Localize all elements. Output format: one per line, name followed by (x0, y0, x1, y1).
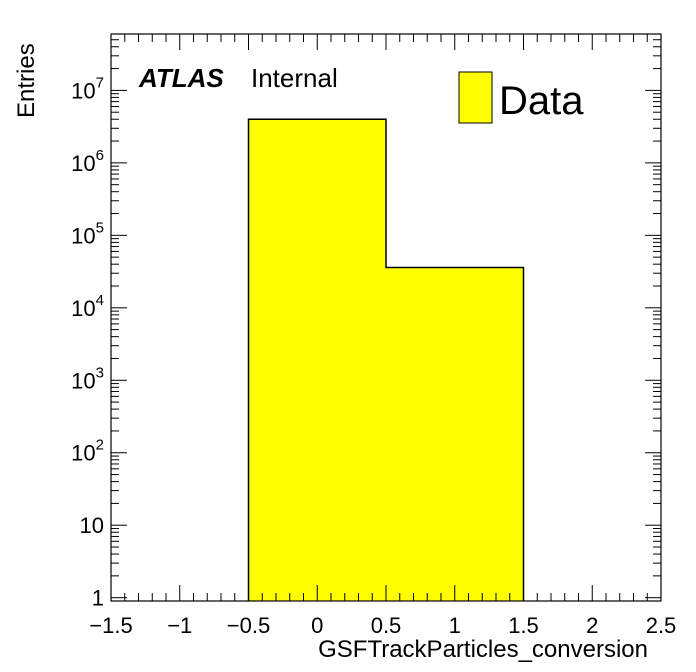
legend-label-data: Data (499, 79, 584, 123)
x-tick-label: 2 (586, 613, 598, 638)
x-tick-label: 1 (449, 613, 461, 638)
x-tick-label: 0 (311, 613, 323, 638)
x-axis-title: GSFTrackParticles_conversion (318, 636, 648, 663)
y-tick-label: 103 (71, 364, 104, 393)
y-tick-label: 10 (80, 513, 104, 538)
axis-ticks (110, 33, 662, 601)
x-tick-label: 2.5 (646, 613, 677, 638)
y-axis-title: Entries (13, 43, 40, 118)
atlas-label: ATLAS (138, 63, 224, 93)
x-tick-labels: −1.5 −1 −0.5 0 0.5 1 1.5 2 2.5 (89, 613, 676, 638)
histogram-bars (247, 118, 525, 601)
y-tick-label: 1 (92, 586, 104, 611)
x-tick-label: −1.5 (89, 613, 132, 638)
x-tick-label: 0.5 (371, 613, 402, 638)
y-tick-label: 102 (71, 437, 104, 466)
y-tick-label: 107 (71, 74, 104, 103)
y-tick-label: 105 (71, 219, 104, 248)
histogram-outline (247, 118, 525, 601)
atlas-status: Internal (251, 63, 338, 93)
x-tick-label: −0.5 (227, 613, 270, 638)
legend-swatch-data (458, 71, 493, 124)
y-tick-label: 106 (71, 147, 104, 176)
x-tick-label: −1 (167, 613, 192, 638)
y-tick-labels: 1 10 102 103 104 105 106 107 (71, 74, 104, 610)
histogram-bar (386, 267, 524, 601)
x-tick-label: 1.5 (508, 613, 539, 638)
histogram-bar (248, 119, 386, 601)
y-tick-label: 104 (71, 292, 104, 321)
legend: Data (458, 71, 584, 124)
